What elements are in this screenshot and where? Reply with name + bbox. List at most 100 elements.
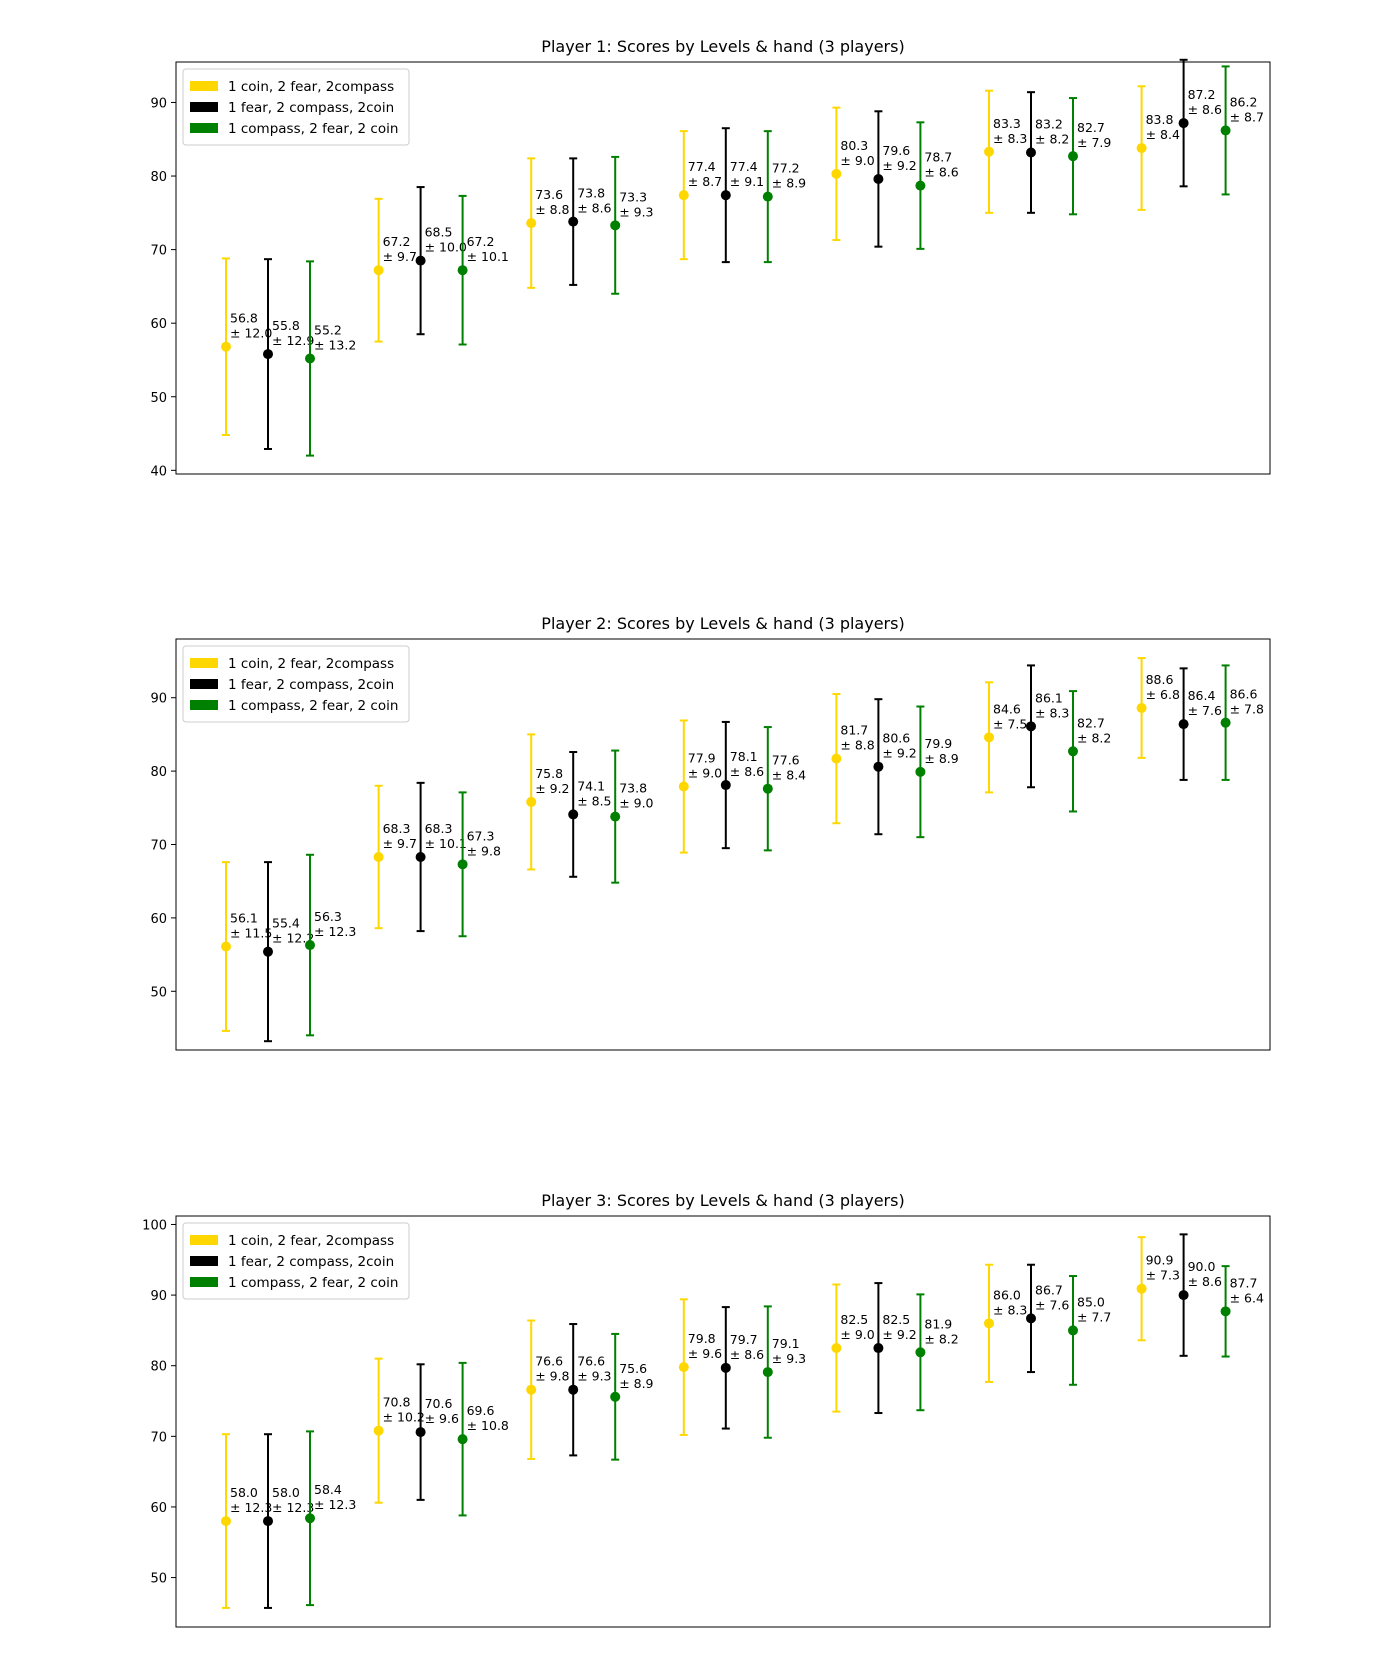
y-tick-label: 90 xyxy=(150,692,167,707)
legend: 1 coin, 2 fear, 2compass 1 fear, 2 compas… xyxy=(182,645,410,723)
y-tick-label: 80 xyxy=(150,765,167,780)
data-label-mean: 67.2 xyxy=(383,234,411,249)
data-label-std: ± 7.3 xyxy=(1146,1268,1180,1283)
data-point xyxy=(526,218,537,229)
data-label-std: ± 12.9 xyxy=(272,333,314,348)
data-point xyxy=(720,190,731,201)
data-label-mean: 82.5 xyxy=(840,1312,868,1327)
legend-box xyxy=(182,1222,410,1300)
data-label-std: ± 12.3 xyxy=(314,1497,356,1512)
data-label-std: ± 8.8 xyxy=(840,738,874,753)
data-label-mean: 56.3 xyxy=(314,909,342,924)
data-label-mean: 75.8 xyxy=(535,766,563,781)
data-label-std: ± 7.6 xyxy=(1035,1297,1069,1312)
data-point xyxy=(831,753,842,764)
data-label-mean: 90.0 xyxy=(1188,1259,1216,1274)
data-label-std: ± 9.6 xyxy=(425,1411,459,1426)
data-label-std: ± 8.4 xyxy=(1146,127,1180,142)
data-label-std: ± 7.8 xyxy=(1230,702,1264,717)
data-point xyxy=(1178,719,1189,730)
legend-label: 1 fear, 2 compass, 2coin xyxy=(228,677,394,693)
data-label-std: ± 9.2 xyxy=(882,1327,916,1342)
data-label-mean: 56.1 xyxy=(230,911,258,926)
data-label-std: ± 11.5 xyxy=(230,926,272,941)
data-point xyxy=(762,783,773,794)
data-label-mean: 86.2 xyxy=(1230,94,1258,109)
y-tick-label: 90 xyxy=(150,96,167,111)
data-point xyxy=(1136,143,1147,154)
data-label-mean: 68.3 xyxy=(383,821,411,836)
data-point xyxy=(1026,721,1036,732)
data-point xyxy=(678,190,689,201)
data-label-mean: 86.7 xyxy=(1035,1282,1063,1297)
data-label-std: ± 9.3 xyxy=(772,1351,806,1366)
data-point xyxy=(568,216,579,227)
legend-label: 1 coin, 2 fear, 2compass xyxy=(228,79,394,95)
data-label-std: ± 12.3 xyxy=(230,1500,272,1515)
data-label-mean: 67.3 xyxy=(467,828,495,843)
y-tick-label: 50 xyxy=(150,985,167,1000)
data-label-std: ± 9.7 xyxy=(383,836,417,851)
y-tick-label: 70 xyxy=(150,1430,167,1445)
data-point xyxy=(873,173,884,184)
data-point xyxy=(984,732,994,743)
data-point xyxy=(305,1513,315,1524)
data-label-mean: 82.7 xyxy=(1077,120,1105,135)
y-tick-label: 70 xyxy=(150,839,167,854)
data-label-mean: 58.4 xyxy=(314,1482,342,1497)
y-tick-label: 60 xyxy=(150,1501,167,1516)
data-label-mean: 77.4 xyxy=(730,159,758,174)
data-label-std: ± 8.9 xyxy=(924,751,958,766)
data-label-mean: 87.2 xyxy=(1188,87,1216,102)
data-point xyxy=(415,851,426,862)
data-label-mean: 81.7 xyxy=(840,723,868,738)
legend-label: 1 compass, 2 fear, 2 coin xyxy=(228,698,398,714)
legend-swatch xyxy=(190,700,218,710)
data-label-mean: 73.8 xyxy=(577,186,605,201)
data-label-mean: 81.9 xyxy=(924,1316,952,1331)
data-label-mean: 87.7 xyxy=(1230,1275,1258,1290)
data-label-std: ± 13.2 xyxy=(314,337,356,352)
data-point xyxy=(1026,147,1036,158)
data-point xyxy=(221,341,231,352)
legend-swatch xyxy=(190,1235,218,1245)
chart-title: Player 2: Scores by Levels & hand (3 pla… xyxy=(541,614,904,633)
data-label-mean: 77.2 xyxy=(772,161,800,176)
data-point xyxy=(221,941,231,952)
data-label-std: ± 8.4 xyxy=(772,768,806,783)
data-point xyxy=(457,1434,468,1445)
data-label-std: ± 12.0 xyxy=(230,326,272,341)
data-label-std: ± 9.3 xyxy=(619,204,653,219)
data-label-std: ± 12.2 xyxy=(272,931,314,946)
data-point xyxy=(1068,1325,1078,1336)
data-point xyxy=(762,1367,773,1378)
data-label-mean: 86.4 xyxy=(1188,688,1216,703)
data-label-std: ± 8.9 xyxy=(619,1376,653,1391)
data-label-mean: 77.4 xyxy=(688,159,716,174)
data-label-std: ± 7.9 xyxy=(1077,135,1111,150)
data-label-std: ± 8.3 xyxy=(993,1302,1027,1317)
data-label-std: ± 8.7 xyxy=(1230,109,1264,124)
data-label-std: ± 8.6 xyxy=(730,764,764,779)
y-tick-label: 60 xyxy=(150,912,167,927)
data-label-mean: 73.6 xyxy=(535,187,563,202)
data-label-mean: 88.6 xyxy=(1146,672,1174,687)
data-label-mean: 55.8 xyxy=(272,318,300,333)
data-label-std: ± 8.2 xyxy=(924,1331,958,1346)
data-label-mean: 74.1 xyxy=(577,778,605,793)
data-label-std: ± 7.5 xyxy=(993,716,1027,731)
chart-panel-3: Player 3: Scores by Levels & hand (3 pla… xyxy=(142,1191,1271,1628)
data-point xyxy=(915,180,926,191)
data-label-mean: 86.1 xyxy=(1035,690,1063,705)
data-label-std: ± 9.6 xyxy=(688,1346,722,1361)
data-label-std: ± 7.7 xyxy=(1077,1309,1111,1324)
data-label-mean: 79.6 xyxy=(882,143,910,158)
data-label-std: ± 6.8 xyxy=(1146,687,1180,702)
data-label-std: ± 9.0 xyxy=(840,1327,874,1342)
data-label-std: ± 8.3 xyxy=(1035,705,1069,720)
y-tick-label: 60 xyxy=(150,317,167,332)
data-label-std: ± 9.8 xyxy=(467,843,501,858)
legend-swatch xyxy=(190,1277,218,1287)
data-label-mean: 78.1 xyxy=(730,749,758,764)
